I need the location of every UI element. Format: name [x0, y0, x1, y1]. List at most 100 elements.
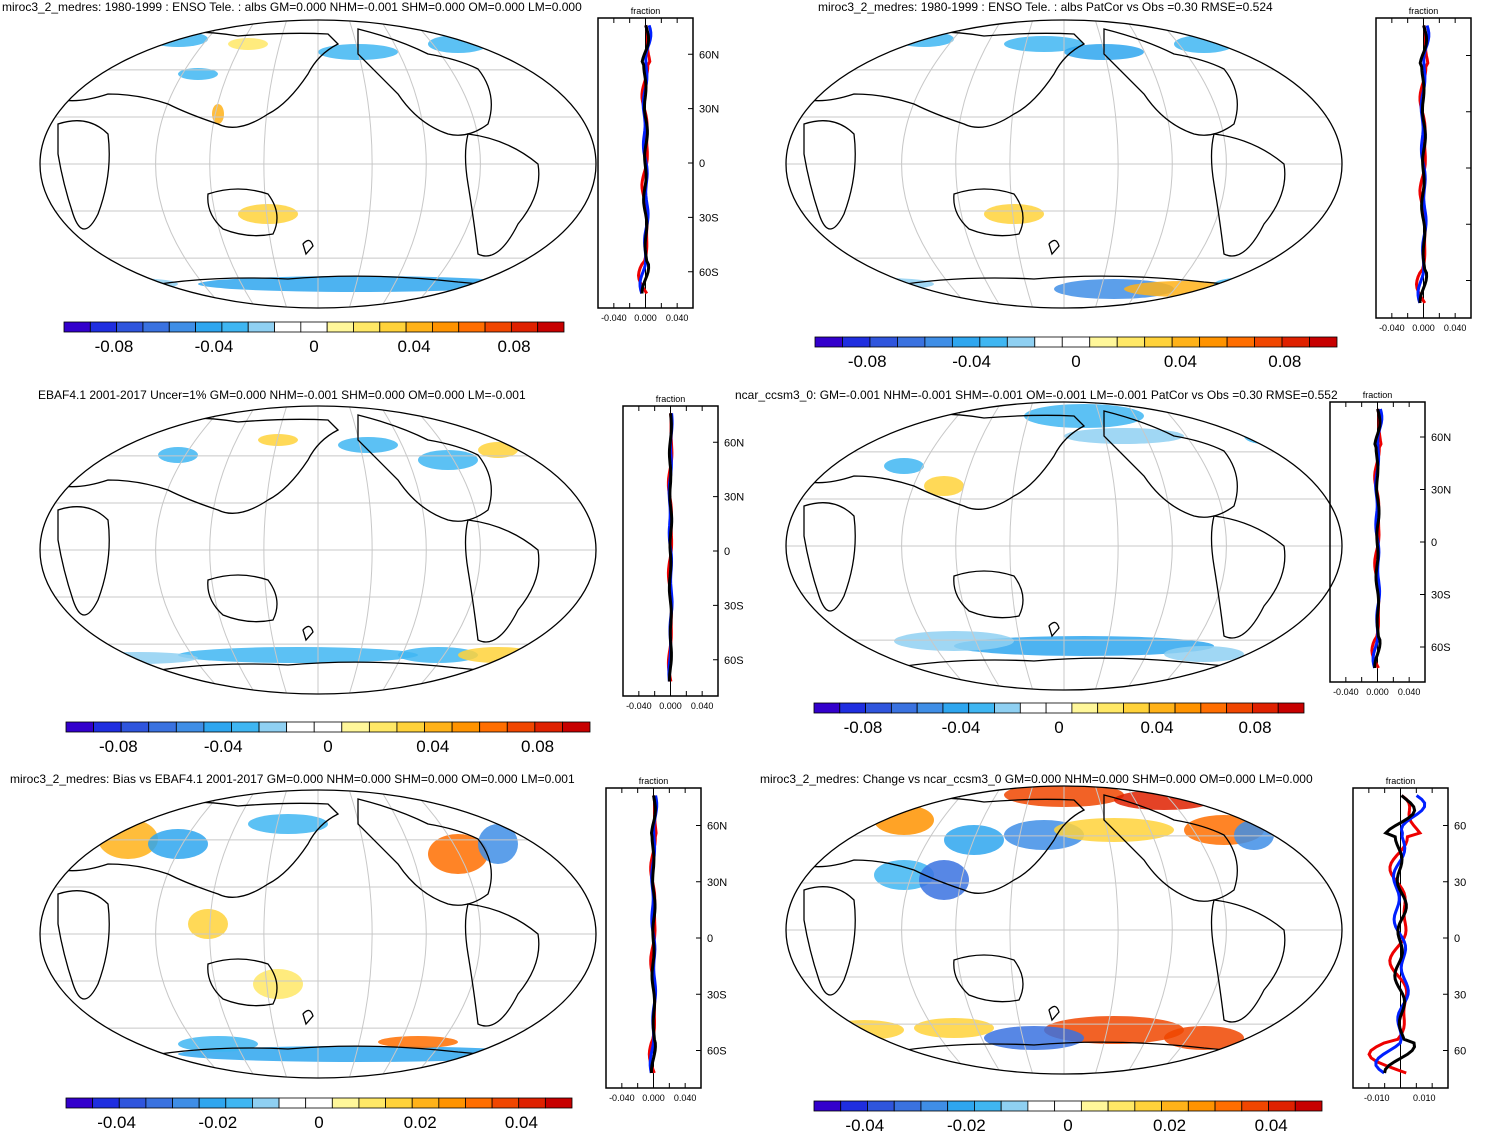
colorbar-swatch — [145, 1097, 173, 1109]
zonal-curve-black — [640, 24, 651, 294]
anomaly-patch — [1114, 790, 1214, 810]
colorbar-label: -0.04 — [845, 1116, 884, 1135]
anomaly-patch — [78, 652, 198, 664]
anomaly-patch — [478, 442, 518, 458]
zonal-ytick-label: 60S — [1431, 642, 1451, 654]
colorbar-label: 0.04 — [397, 337, 430, 356]
coastline — [464, 133, 540, 257]
coastline — [302, 1009, 314, 1026]
colorbar-swatch — [278, 1097, 307, 1109]
coastlines — [42, 798, 579, 1070]
longitude-line — [411, 790, 481, 1078]
zonal-xtick-label: 0.000 — [634, 313, 657, 323]
colorbar-swatch — [411, 1097, 440, 1109]
panel-2-title: miroc3_2_medres: 1980-1999 : ENSO Tele. … — [818, 0, 1273, 14]
longitude-line — [348, 406, 373, 694]
colorbar-swatch — [1116, 336, 1146, 348]
colorbar-label: -0.08 — [95, 337, 134, 356]
colorbar-label: 0 — [309, 337, 318, 356]
colorbar-swatch — [1294, 1100, 1323, 1112]
anomaly-patch — [338, 437, 398, 453]
colorbar-swatch — [813, 702, 841, 714]
colorbar-swatch — [274, 321, 302, 333]
longitude-line — [380, 406, 427, 694]
colorbar-swatch — [1226, 702, 1253, 714]
colorbar-swatch — [247, 321, 275, 333]
map-border — [785, 785, 1343, 1075]
longitude-line — [901, 786, 971, 1074]
longitude-line — [155, 790, 225, 1078]
anomaly-patch — [1164, 1026, 1244, 1050]
zonal-ytick-label: 30 — [1454, 877, 1466, 889]
anomaly-patch — [188, 909, 228, 939]
anomaly-patch — [954, 636, 1214, 656]
coastline — [1210, 899, 1286, 1023]
colorbar-swatch — [341, 721, 370, 733]
anomaly-patch — [228, 38, 268, 50]
colorbar-swatch — [305, 1097, 333, 1109]
colorbar-label: -0.02 — [198, 1113, 237, 1132]
zonal-ytick-label: 60S — [699, 267, 719, 279]
map-border — [785, 401, 1343, 691]
colorbar-label: -0.08 — [844, 718, 883, 737]
zonal-ytick-label: 0 — [724, 546, 730, 558]
colorbar-swatch — [1252, 702, 1279, 714]
colorbar-swatch — [974, 1100, 1002, 1112]
anomaly-patch — [1064, 428, 1184, 444]
colorbar-swatch — [451, 721, 481, 733]
zonal-title: fraction — [1363, 390, 1393, 400]
panel-3-map — [39, 405, 597, 695]
colorbar-swatch — [968, 702, 995, 714]
zonal-xtick-label: 0.040 — [674, 1093, 697, 1103]
colorbar-swatch — [942, 702, 970, 714]
panel-4-title: ncar_ccsm3_0: GM=-0.001 NHM=-0.001 SHM=-… — [735, 388, 1338, 402]
panel-6-title: miroc3_2_medres: Change vs ncar_ccsm3_0 … — [760, 772, 1313, 786]
zonal-xtick-label: 0.000 — [1412, 323, 1435, 333]
anomaly-patch — [178, 1046, 538, 1062]
colorbar-swatch — [458, 321, 486, 333]
graticule — [786, 786, 1342, 1074]
longitude-line — [1009, 786, 1034, 1074]
longitude-line — [263, 790, 288, 1078]
zonal-curve-black — [1383, 794, 1417, 1074]
longitude-line — [955, 786, 1002, 1074]
zonal-xtick-label: -0.040 — [601, 313, 627, 323]
anomaly-patch — [212, 104, 224, 124]
colorbar-swatch — [252, 1097, 280, 1109]
anomaly-patch — [1244, 428, 1284, 444]
longitude-line — [1157, 786, 1227, 1074]
colorbar-swatch — [1006, 336, 1036, 348]
colorbar-swatch — [947, 1100, 975, 1112]
colorbar-label: 0 — [1071, 352, 1080, 371]
colorbar-swatch — [479, 721, 508, 733]
anomaly-patch — [158, 447, 198, 463]
graticule — [786, 402, 1342, 690]
colorbar-swatch — [465, 1097, 493, 1109]
colorbar-swatch — [1174, 702, 1202, 714]
graticule — [786, 20, 1342, 308]
colorbar-swatch — [518, 1097, 546, 1109]
colorbar-swatch — [1045, 702, 1073, 714]
coastline — [953, 188, 1024, 237]
zonal-ytick-label: 30N — [707, 877, 727, 889]
panel-1-colorbar: -0.08 -0.04 0 0.04 0.08 — [63, 321, 565, 356]
anomaly-patch — [98, 819, 158, 859]
colorbar-swatch — [92, 1097, 120, 1109]
anomaly-patch — [834, 278, 934, 290]
longitude-line — [348, 20, 373, 308]
coastline — [302, 239, 314, 256]
colorbar-swatch — [916, 702, 944, 714]
colorbar-swatch — [1061, 336, 1091, 348]
zonal-title: fraction — [1386, 776, 1416, 786]
anomaly-patch — [914, 1018, 994, 1038]
map-content — [786, 786, 1342, 1074]
colorbar-swatch — [1254, 336, 1283, 348]
anomaly-patch — [919, 860, 969, 900]
colorbar-label: 0.08 — [497, 337, 530, 356]
colorbar-swatch — [920, 1100, 949, 1112]
colorbar-swatch — [840, 1100, 868, 1112]
zonal-ytick-label: 0 — [1454, 933, 1460, 945]
zonal-ytick-label: 60N — [1431, 432, 1451, 444]
colorbar-swatch — [1019, 702, 1047, 714]
anomaly-patch — [398, 647, 478, 663]
